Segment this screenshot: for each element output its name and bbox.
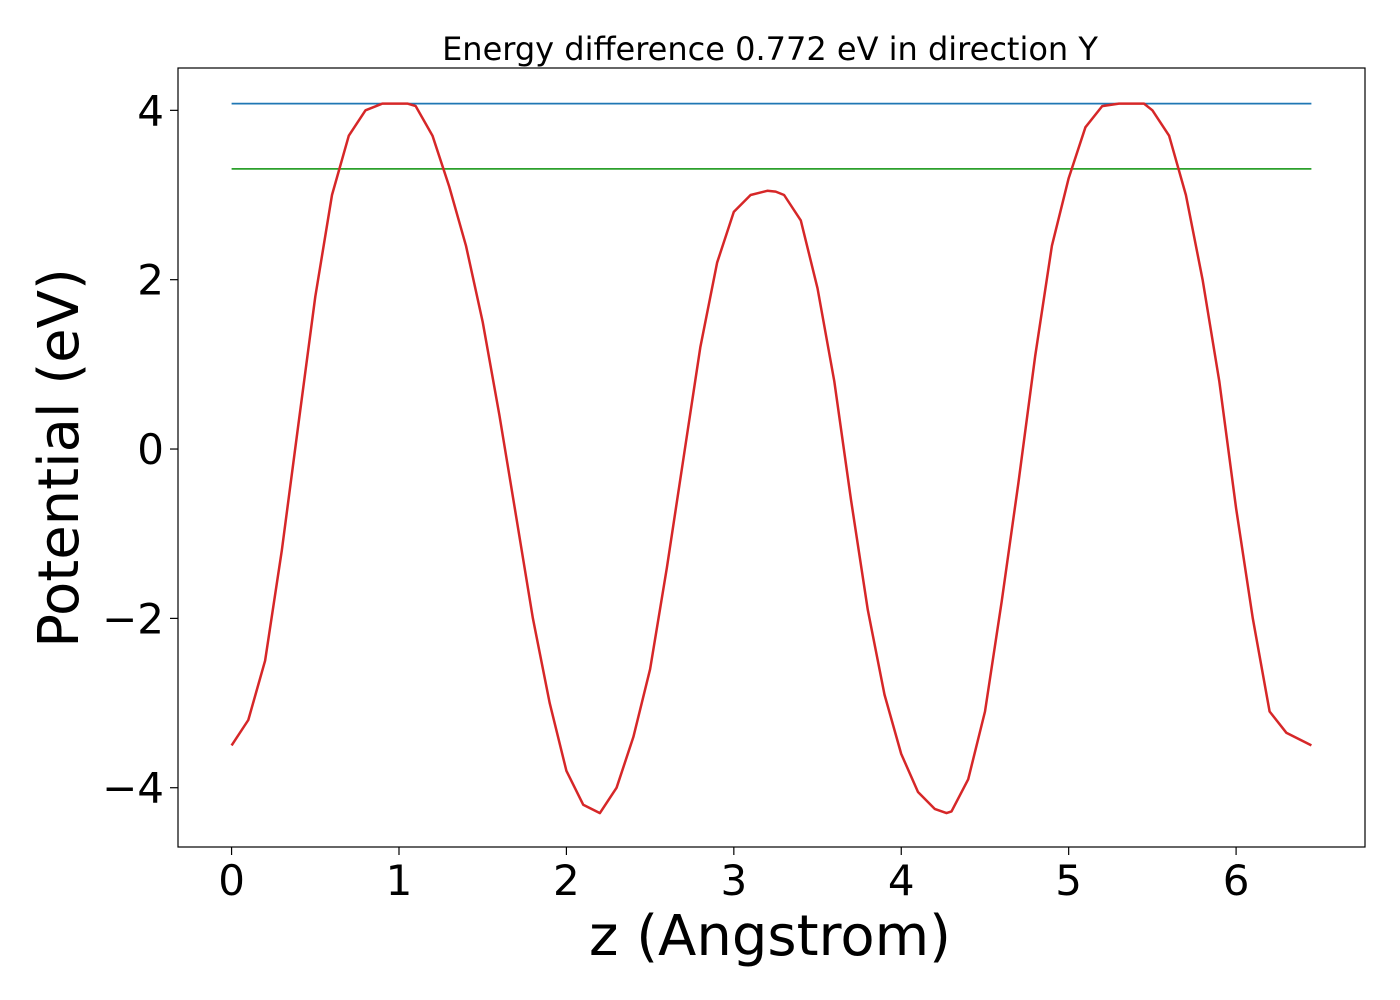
y-tick-label: −2	[102, 594, 164, 643]
x-tick-label: 1	[386, 856, 413, 905]
series-line-potential	[230, 102, 1312, 815]
x-tick-label: 2	[553, 856, 580, 905]
y-axis-ticks: −4 −2 0 2 4	[102, 86, 178, 813]
x-tick-label: 4	[888, 856, 915, 905]
x-tick-label: 0	[218, 856, 245, 905]
y-tick-label: 4	[137, 86, 164, 135]
y-tick-label: 2	[137, 256, 164, 305]
y-axis-label: Potential (eV)	[27, 268, 92, 648]
chart-title: Energy difference 0.772 eV in direction …	[442, 30, 1098, 68]
x-tick-label: 3	[720, 856, 747, 905]
x-axis-ticks: 0 1 2 3 4 5 6	[218, 847, 1249, 905]
y-tick-label: −4	[102, 764, 164, 813]
x-tick-label: 5	[1055, 856, 1082, 905]
x-tick-label: 6	[1223, 856, 1250, 905]
plot-lines	[230, 102, 1312, 815]
x-axis-label: z (Angstrom)	[589, 904, 951, 969]
plot-frame	[177, 67, 1366, 848]
y-tick-label: 0	[137, 425, 164, 474]
